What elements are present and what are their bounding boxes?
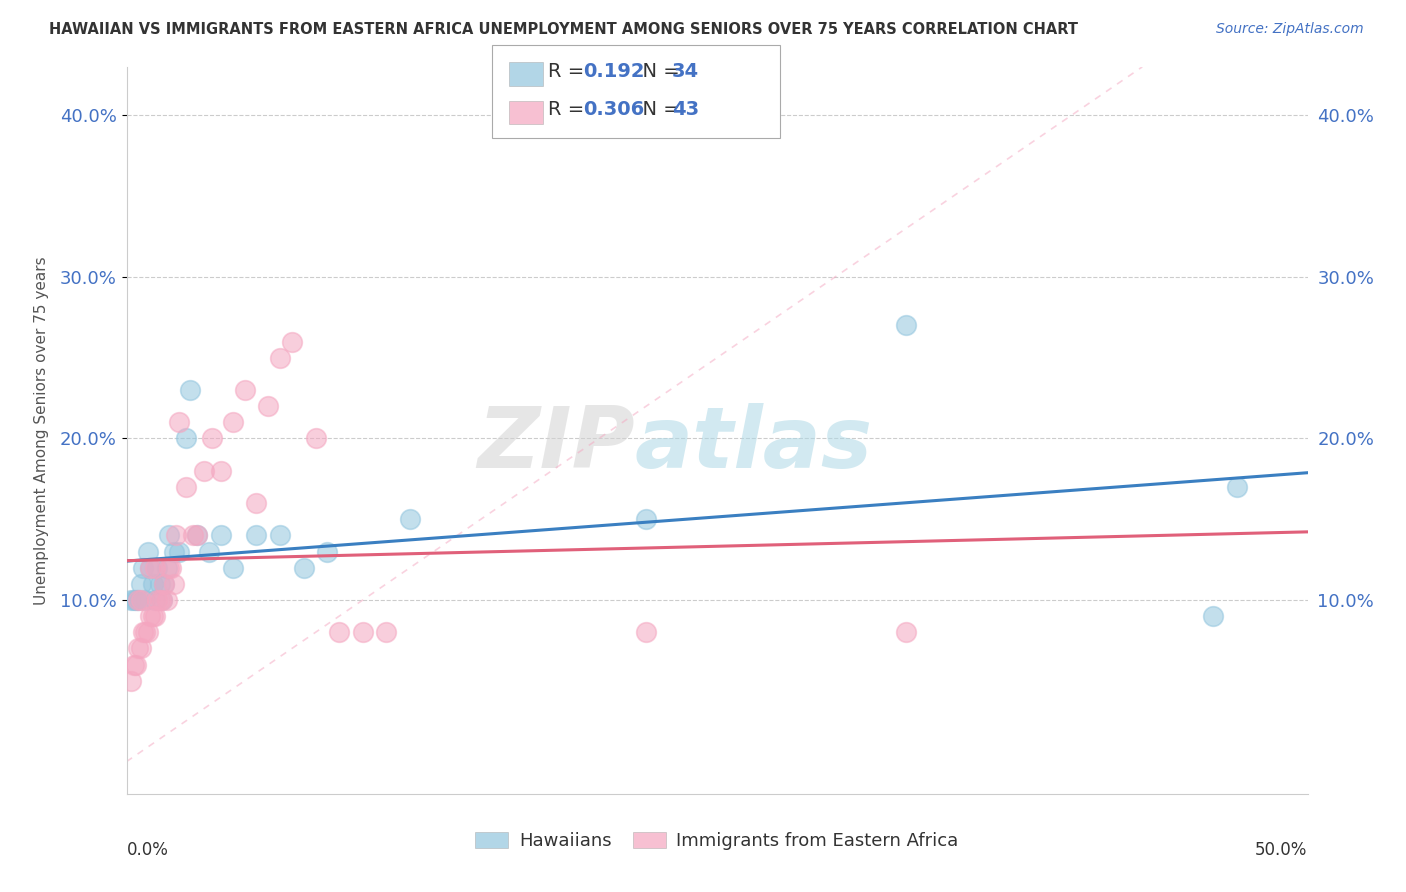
Point <box>399 512 422 526</box>
Point <box>1226 480 1249 494</box>
Text: R =: R = <box>548 62 591 81</box>
Y-axis label: Unemployment Among Seniors over 75 years: Unemployment Among Seniors over 75 years <box>34 256 49 605</box>
Point <box>141 609 163 624</box>
Point <box>209 464 232 478</box>
Point <box>132 625 155 640</box>
Point <box>174 432 197 446</box>
Point <box>316 544 339 558</box>
Text: 0.306: 0.306 <box>583 100 645 120</box>
Point <box>150 593 173 607</box>
Point <box>269 351 291 365</box>
Point <box>179 383 201 397</box>
Point <box>156 560 179 574</box>
Point <box>127 593 149 607</box>
Point <box>149 577 172 591</box>
Legend: Hawaiians, Immigrants from Eastern Africa: Hawaiians, Immigrants from Eastern Afric… <box>468 825 966 857</box>
Text: 43: 43 <box>672 100 699 120</box>
Point <box>163 544 186 558</box>
Point <box>153 577 176 591</box>
Point <box>894 318 917 333</box>
Point <box>198 544 221 558</box>
Point <box>894 625 917 640</box>
Text: 0.0%: 0.0% <box>127 841 169 859</box>
Text: N =: N = <box>630 100 686 120</box>
Point <box>120 593 142 607</box>
Text: R =: R = <box>548 100 591 120</box>
Point <box>157 528 180 542</box>
Point <box>328 625 350 640</box>
Point <box>139 609 162 624</box>
Point <box>352 625 374 640</box>
Point <box>1202 609 1225 624</box>
Point <box>143 609 166 624</box>
Point <box>167 415 190 429</box>
Text: HAWAIIAN VS IMMIGRANTS FROM EASTERN AFRICA UNEMPLOYMENT AMONG SENIORS OVER 75 YE: HAWAIIAN VS IMMIGRANTS FROM EASTERN AFRI… <box>49 22 1078 37</box>
Point <box>141 577 163 591</box>
Point <box>209 528 232 542</box>
Point <box>245 496 267 510</box>
Point <box>139 560 162 574</box>
Point <box>125 593 148 607</box>
Point <box>269 528 291 542</box>
Point <box>127 593 149 607</box>
Point <box>120 673 142 688</box>
Point <box>292 560 315 574</box>
Point <box>139 560 162 574</box>
Point <box>636 625 658 640</box>
Text: ZIP: ZIP <box>477 403 634 486</box>
Point <box>150 593 173 607</box>
Point <box>186 528 208 542</box>
Point <box>146 593 169 607</box>
Point <box>186 528 208 542</box>
Point <box>134 625 156 640</box>
Point <box>122 657 145 672</box>
Point <box>146 560 169 574</box>
Point <box>375 625 398 640</box>
Text: N =: N = <box>630 62 686 81</box>
Text: 0.192: 0.192 <box>583 62 645 81</box>
Point <box>281 334 304 349</box>
Text: 50.0%: 50.0% <box>1256 841 1308 859</box>
Point <box>156 593 179 607</box>
Point <box>132 560 155 574</box>
Point <box>174 480 197 494</box>
Point <box>257 399 280 413</box>
Point <box>143 593 166 607</box>
Point <box>157 560 180 574</box>
Point <box>129 641 152 656</box>
Text: 34: 34 <box>672 62 699 81</box>
Point <box>193 464 215 478</box>
Point <box>200 432 222 446</box>
Point <box>153 577 176 591</box>
Point <box>143 560 166 574</box>
Point <box>181 528 204 542</box>
Point <box>136 625 159 640</box>
Point <box>129 577 152 591</box>
Point <box>222 560 245 574</box>
Point <box>636 512 658 526</box>
Point <box>165 528 187 542</box>
Point <box>125 657 148 672</box>
Point <box>149 593 172 607</box>
Point <box>245 528 267 542</box>
Point <box>163 577 186 591</box>
Point <box>127 641 149 656</box>
Text: atlas: atlas <box>634 403 873 486</box>
Point <box>304 432 326 446</box>
Text: Source: ZipAtlas.com: Source: ZipAtlas.com <box>1216 22 1364 37</box>
Point <box>134 593 156 607</box>
Point <box>167 544 190 558</box>
Point <box>129 593 152 607</box>
Point <box>122 593 145 607</box>
Point <box>233 383 256 397</box>
Point <box>160 560 183 574</box>
Point <box>136 544 159 558</box>
Point <box>222 415 245 429</box>
